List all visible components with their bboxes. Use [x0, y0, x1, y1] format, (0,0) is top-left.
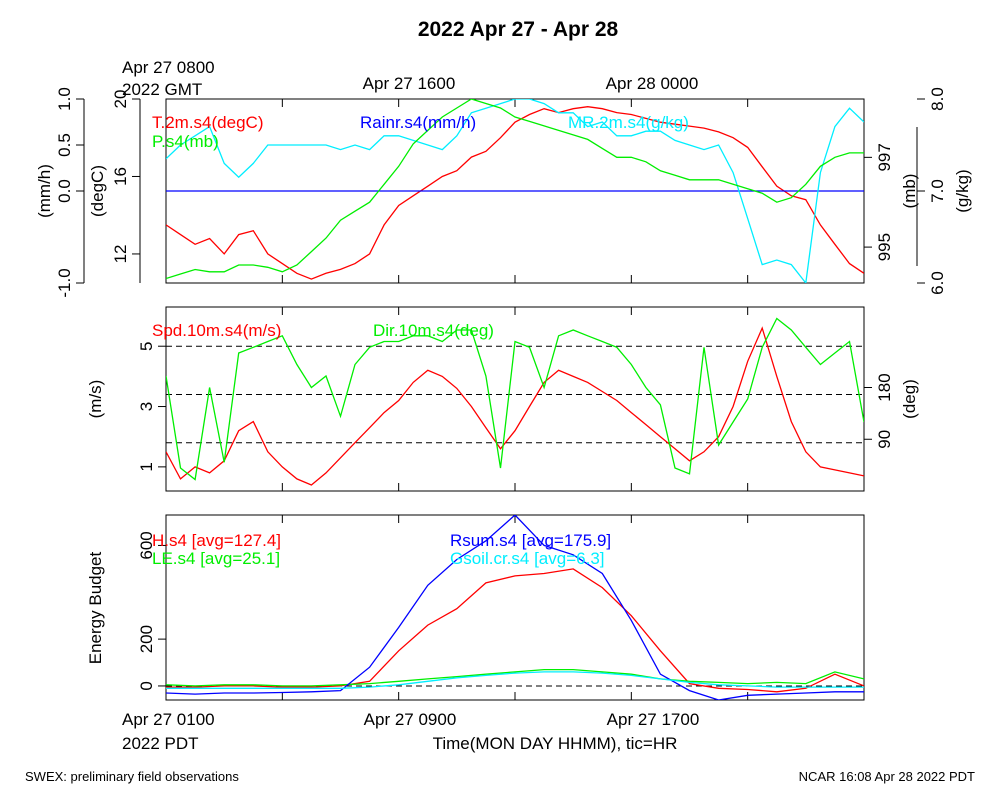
rain-axis-ticks: -1.0 0.0 0.5 1.0 — [55, 87, 84, 298]
rain-tick-label-0-5: 0.5 — [55, 133, 74, 157]
temp-tick-label-16: 16 — [111, 167, 130, 186]
dir-axis-ticks: 90 180 — [864, 373, 894, 449]
top-axis-label-0000: Apr 28 0000 — [606, 74, 699, 93]
legend-le: LE.s4 [avg=25.1] — [152, 549, 280, 568]
figure-title: 2022 Apr 27 - Apr 28 — [418, 18, 619, 41]
series-le-s4-avg-25-1 — [166, 668, 864, 687]
spd-tick-label-3: 3 — [137, 402, 156, 411]
dir-axis-label: (deg) — [900, 379, 919, 419]
mr-axis-ticks: 6.0 7.0 8.0 — [917, 87, 947, 295]
panel2-plot-area — [166, 317, 864, 486]
energy-tick-label-600: 600 — [137, 531, 156, 559]
x-axis-title: Time(MON DAY HHMM), tic=HR — [433, 734, 678, 753]
series-mr-2m-s4-g-kg — [166, 99, 864, 283]
top-axis-label-1600: Apr 27 1600 — [363, 74, 456, 93]
pres-tick-label-997: 997 — [875, 143, 894, 171]
dir-tick-label-90: 90 — [875, 430, 894, 449]
series-rsum-s4-avg-175-9 — [166, 515, 864, 700]
bottom-axis-label-0900: Apr 27 0900 — [364, 710, 457, 729]
temp-axis-ticks: 12 16 20 — [111, 90, 140, 263]
energy-tick-label-0: 0 — [137, 681, 156, 690]
mr-tick-label-8-0: 8.0 — [928, 87, 947, 111]
bottom-axis-sublabel: 2022 PDT — [122, 734, 199, 753]
legend-temp: T.2m.s4(degC) — [152, 113, 263, 132]
series-dir-10m-s4-deg — [166, 317, 864, 481]
spd-axis-ticks: 1 3 5 — [137, 341, 166, 472]
pres-tick-label-995: 995 — [875, 233, 894, 261]
rain-tick-label-1-0: 1.0 — [55, 87, 74, 111]
spd-tick-label-5: 5 — [137, 341, 156, 350]
legend-h: H.s4 [avg=127.4] — [152, 531, 281, 550]
energy-tick-label-200: 200 — [137, 625, 156, 653]
energy-axis-label: Energy Budget — [86, 551, 105, 664]
pres-axis-ticks: 995 997 — [864, 143, 894, 261]
panel1-plot-area — [166, 99, 864, 283]
legend-mr: MR.2m.s4(g/kg) — [568, 113, 689, 132]
rain-tick-label-1-0: -1.0 — [55, 268, 74, 297]
temp-tick-label-20: 20 — [111, 90, 130, 109]
legend-rain: Rainr.s4(mm/h) — [360, 113, 476, 132]
mr-tick-label-6-0: 6.0 — [928, 271, 947, 295]
temp-tick-label-12: 12 — [111, 244, 130, 263]
mr-axis-label: (g/kg) — [953, 169, 972, 212]
pres-axis-label: (mb) — [900, 174, 919, 209]
footer-left: SWEX: preliminary field observations — [25, 769, 239, 784]
spd-axis-label: (m/s) — [86, 380, 105, 419]
top-axis-sublabel: 2022 GMT — [122, 80, 202, 99]
panel3-plot-area — [166, 515, 864, 700]
legend-gsoil: Gsoil.cr.s4 [avg=6.3] — [450, 549, 605, 568]
bottom-axis-label-1700: Apr 27 1700 — [607, 710, 700, 729]
spd-tick-label-1: 1 — [137, 462, 156, 471]
legend-spd: Spd.10m.s4(m/s) — [152, 321, 281, 340]
rain-axis-label: (mm/h) — [35, 164, 54, 218]
series-h-s4-avg-127-4 — [166, 568, 864, 693]
legend-pres: P.s4(mb) — [152, 132, 219, 151]
x-axis-ticks — [165, 99, 865, 700]
series-spd-10m-s4-m-s — [166, 326, 864, 486]
top-axis-label-0800: Apr 27 0800 — [122, 58, 215, 77]
rain-tick-label-0-0: 0.0 — [55, 179, 74, 203]
temp-axis-label: (degC) — [88, 165, 107, 217]
energy-axis-ticks: 0 200 600 — [137, 531, 166, 691]
series-p-s4-mb — [166, 99, 864, 280]
mr-tick-label-7-0: 7.0 — [928, 179, 947, 203]
dir-tick-label-180: 180 — [875, 373, 894, 401]
legend-dir: Dir.10m.s4(deg) — [373, 321, 494, 340]
legend-rsum: Rsum.s4 [avg=175.9] — [450, 531, 611, 550]
series-t-2m-s4-degc — [166, 106, 864, 280]
footer-right: NCAR 16:08 Apr 28 2022 PDT — [799, 769, 975, 784]
bottom-axis-label-0100: Apr 27 0100 — [122, 710, 215, 729]
series-gsoil-cr-s4-avg-6-3 — [166, 671, 864, 689]
